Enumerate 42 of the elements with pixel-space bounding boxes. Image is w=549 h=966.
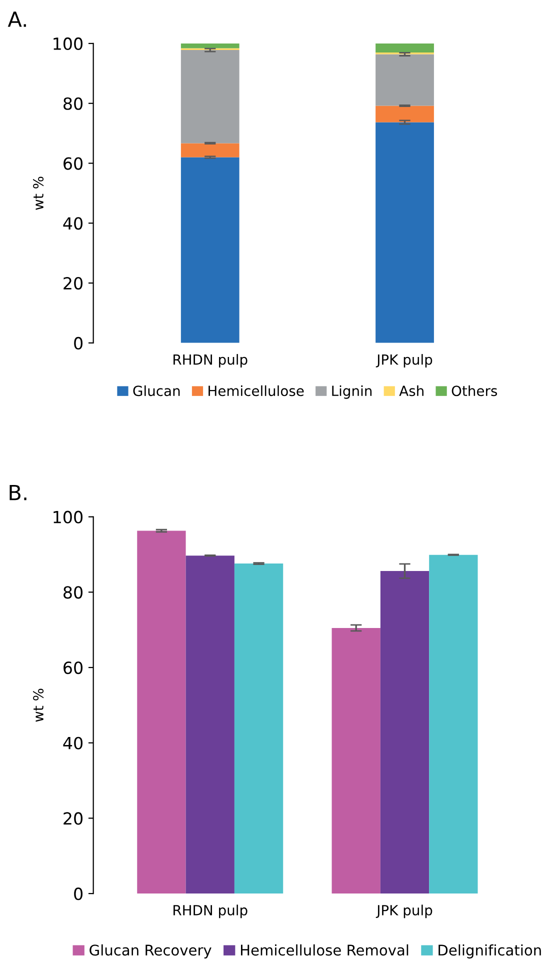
legend-label: Delignification: [438, 944, 541, 958]
bar: [137, 530, 186, 894]
legend-label: Hemicellulose: [208, 385, 304, 396]
bar: [180, 157, 240, 343]
x-tick-label: JPK pulp: [376, 354, 432, 368]
y-tick-label: 20: [64, 812, 82, 825]
bar: [332, 628, 380, 894]
bar: [376, 106, 434, 122]
y-axis-title: wt %: [33, 688, 44, 722]
bar: [376, 54, 434, 106]
y-tick-label: 100: [54, 37, 82, 50]
y-tick-label: 20: [64, 277, 82, 290]
bar: [376, 122, 434, 343]
y-tick-label: 40: [63, 736, 82, 750]
y-tick-label: 80: [64, 586, 82, 599]
y-tick-label: 0: [74, 888, 82, 900]
legend-label: Ash: [399, 385, 424, 396]
x-tick-label: RHDN pulp: [174, 904, 248, 918]
bar: [186, 556, 234, 894]
bar: [180, 43, 240, 48]
bar: [376, 43, 434, 52]
bar: [234, 564, 284, 894]
bar: [380, 571, 430, 894]
bar: [180, 143, 240, 158]
legend-label: Glucan Recovery: [90, 944, 212, 958]
chart-title: A.: [8, 12, 26, 27]
y-axis-title: wt %: [33, 176, 44, 210]
chart-title: B.: [10, 484, 26, 500]
y-tick-label: 0: [74, 336, 82, 350]
y-tick-label: 40: [63, 217, 82, 230]
legend-label: Lignin: [332, 385, 372, 399]
bar: [180, 50, 240, 144]
x-tick-label: RHDN pulp: [174, 354, 248, 368]
legend-label: Glucan: [133, 385, 180, 396]
legend-label: Hemicellulose Removal: [240, 944, 408, 956]
y-tick-label: 60: [64, 157, 82, 170]
y-tick-label: 100: [54, 510, 82, 524]
y-tick-label: 80: [64, 97, 82, 110]
y-tick-label: 60: [64, 661, 82, 674]
bar: [429, 554, 478, 894]
legend-label: Others: [452, 385, 498, 396]
x-tick-label: JPK pulp: [376, 904, 432, 918]
